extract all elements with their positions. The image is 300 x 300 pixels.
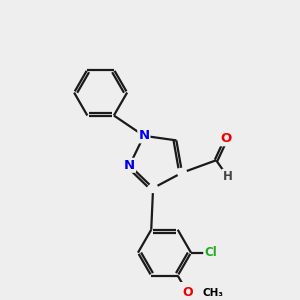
Text: O: O [220,132,232,145]
Text: H: H [222,170,232,183]
Text: O: O [182,286,193,299]
Text: N: N [138,129,149,142]
Text: Cl: Cl [204,246,217,259]
Text: N: N [124,159,135,172]
Text: CH₃: CH₃ [203,288,224,298]
